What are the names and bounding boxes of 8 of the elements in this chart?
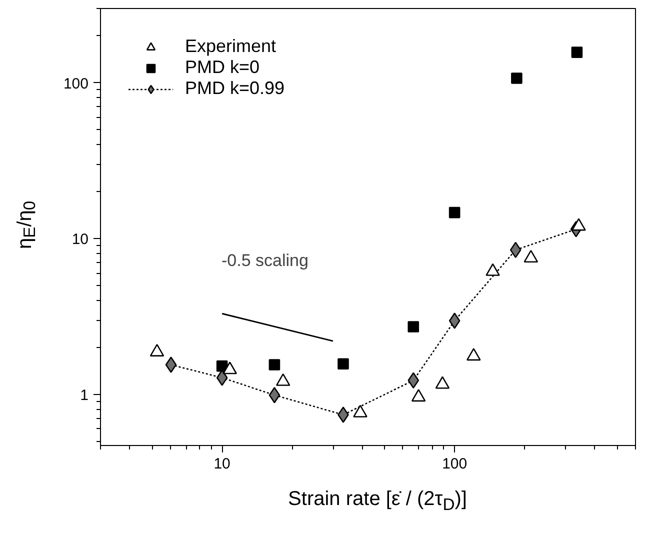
legend-label: PMD k=0 [185, 57, 260, 78]
y-tick-label: 1 [80, 386, 88, 404]
legend-label: Experiment [185, 36, 276, 57]
x-axis-title: Strain rate [ε̇ / (2τ$_{D}$)] [288, 487, 467, 516]
y-tick-label: 100 [63, 75, 89, 92]
annotation: -0.5 scaling [222, 251, 308, 270]
legend-label: PMD k=0.99 [185, 78, 285, 99]
y-tick-label: 10 [72, 231, 89, 248]
